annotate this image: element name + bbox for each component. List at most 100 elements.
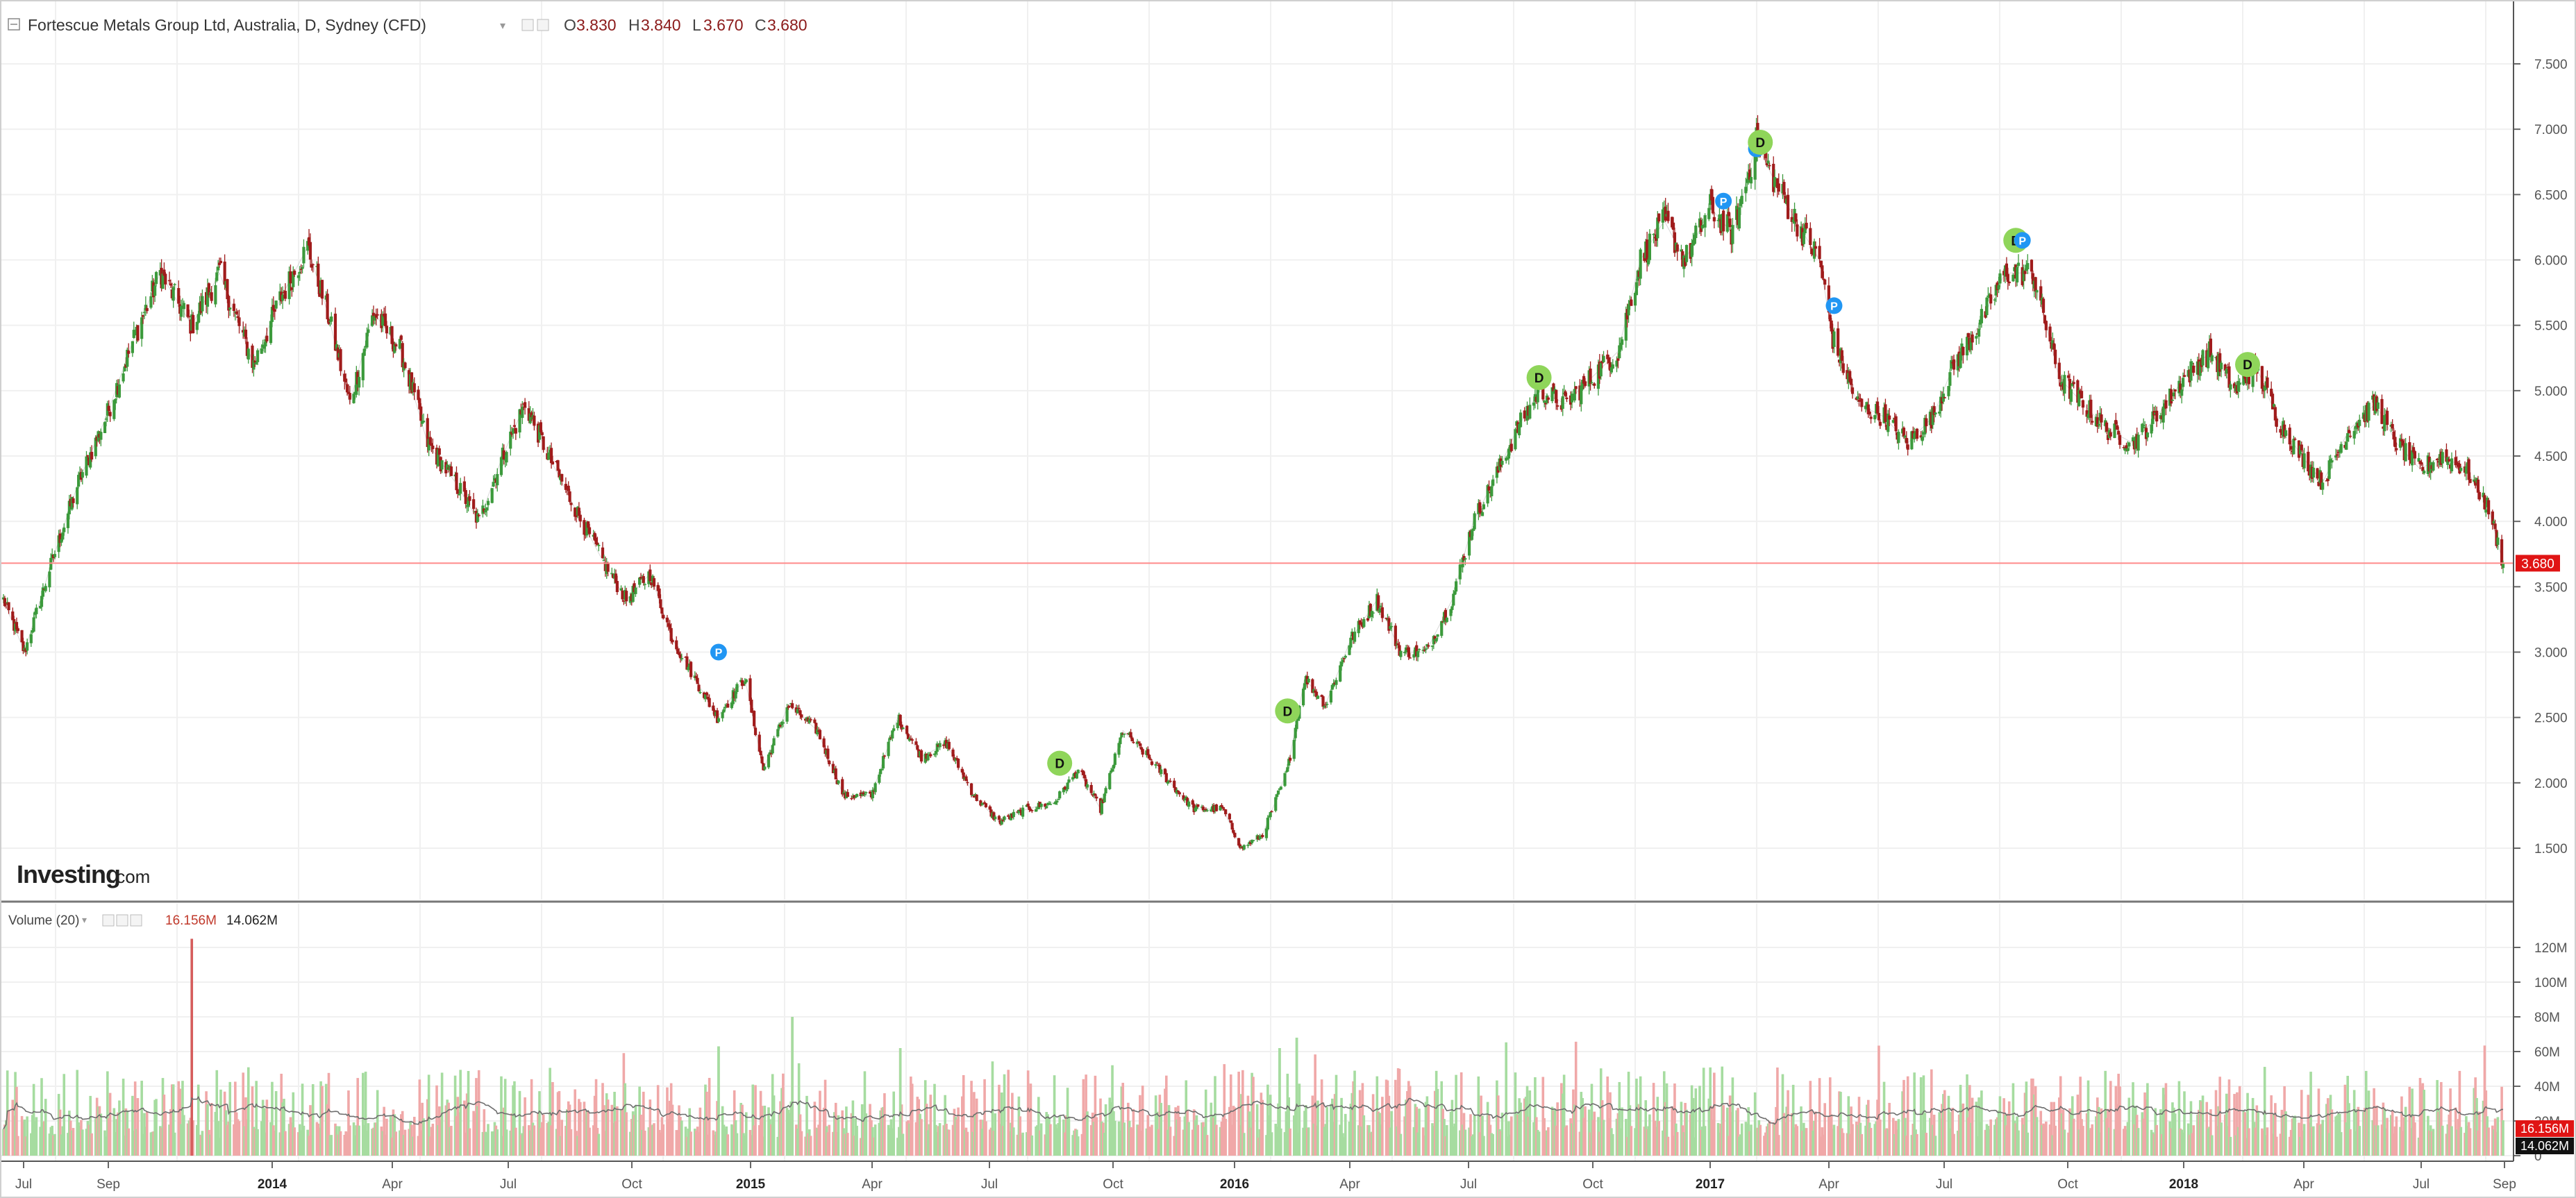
volume-bar[interactable] (782, 1073, 785, 1156)
volume-bar[interactable] (1543, 1117, 1546, 1156)
volume-bar[interactable] (797, 1063, 801, 1156)
candlestick[interactable] (1289, 754, 1292, 763)
volume-bar[interactable] (1810, 1109, 1814, 1156)
candlestick[interactable] (935, 741, 939, 756)
candlestick[interactable] (1523, 407, 1526, 422)
volume-bar[interactable] (362, 1124, 366, 1156)
volume-bar[interactable] (992, 1130, 996, 1156)
candlestick[interactable] (1564, 389, 1567, 398)
candlestick[interactable] (551, 455, 555, 465)
candlestick[interactable] (1894, 414, 1898, 435)
volume-bar[interactable] (450, 1125, 453, 1156)
volume-bar[interactable] (343, 1134, 346, 1156)
candlestick[interactable] (141, 314, 145, 324)
volume-bar[interactable] (481, 1131, 485, 1156)
candlestick[interactable] (2496, 532, 2500, 550)
volume-bar[interactable] (979, 1120, 982, 1156)
candlestick[interactable] (1777, 173, 1780, 195)
volume-bar[interactable] (2123, 1126, 2127, 1156)
volume-axis[interactable]: 120M100M80M60M40M20M0 (2514, 941, 2568, 1164)
volume-bar[interactable] (564, 1126, 567, 1156)
candlestick[interactable] (169, 279, 172, 289)
volume-bar[interactable] (2100, 1108, 2103, 1156)
candlestick[interactable] (210, 286, 213, 304)
candlestick[interactable] (2448, 456, 2451, 463)
candlestick[interactable] (1380, 602, 1384, 623)
volume-bar[interactable] (2409, 1128, 2413, 1156)
candlestick[interactable] (868, 790, 872, 794)
volume-bar[interactable] (587, 1111, 589, 1156)
volume-bar[interactable] (653, 1123, 655, 1156)
volume-bar[interactable] (1452, 1126, 1455, 1156)
volume-bar[interactable] (2017, 1130, 2020, 1156)
candlestick[interactable] (1048, 801, 1053, 805)
volume-bar[interactable] (962, 1074, 965, 1156)
volume-bar[interactable] (1182, 1129, 1185, 1156)
candlestick[interactable] (947, 739, 951, 751)
volume-bar[interactable] (1292, 1115, 1296, 1156)
volume-bar[interactable] (1892, 1117, 1895, 1156)
volume-bar[interactable] (324, 1083, 328, 1156)
volume-bar[interactable] (206, 1104, 209, 1156)
candlestick[interactable] (914, 738, 918, 745)
candlestick[interactable] (502, 444, 505, 465)
candlestick[interactable] (2272, 403, 2276, 408)
candlestick[interactable] (253, 356, 257, 367)
volume-bar[interactable] (1997, 1110, 2000, 1156)
volume-bar[interactable] (540, 1122, 544, 1156)
volume-bar[interactable] (1821, 1127, 1824, 1156)
candlestick[interactable] (791, 700, 794, 709)
volume-bar[interactable] (142, 1133, 144, 1156)
candlestick[interactable] (2022, 264, 2025, 289)
volume-bar[interactable] (14, 1072, 17, 1156)
volume-bar[interactable] (1132, 1108, 1135, 1156)
candlestick[interactable] (1130, 736, 1134, 742)
volume-bar[interactable] (447, 1102, 450, 1156)
candlestick[interactable] (871, 787, 874, 802)
volume-bar[interactable] (760, 1106, 764, 1156)
volume-bar[interactable] (953, 1108, 956, 1156)
candlestick[interactable] (2171, 399, 2175, 401)
volume-bar[interactable] (788, 1113, 792, 1156)
volume-bar[interactable] (1414, 1104, 1417, 1156)
volume-bar[interactable] (253, 1128, 257, 1156)
candlestick[interactable] (1276, 790, 1280, 795)
volume-bar[interactable] (1021, 1132, 1024, 1156)
volume-bar[interactable] (352, 1122, 356, 1156)
candlestick[interactable] (1666, 203, 1670, 223)
volume-bar[interactable] (2293, 1115, 2297, 1156)
volume-bar[interactable] (67, 1133, 69, 1156)
volume-bar[interactable] (634, 1106, 637, 1156)
volume-bar[interactable] (344, 1131, 347, 1156)
volume-bar[interactable] (1305, 1105, 1307, 1156)
candlestick[interactable] (1980, 304, 1983, 328)
volume-bar[interactable] (2117, 1073, 2120, 1156)
candlestick[interactable] (2116, 421, 2119, 430)
candlestick[interactable] (659, 594, 662, 609)
volume-bar[interactable] (1062, 1119, 1065, 1156)
volume-bar[interactable] (173, 1132, 176, 1156)
volume-bar[interactable] (1212, 1117, 1215, 1156)
volume-bar[interactable] (1478, 1132, 1482, 1156)
volume-bar[interactable] (2389, 1115, 2393, 1156)
candlestick[interactable] (587, 523, 592, 538)
candlestick[interactable] (1837, 321, 1840, 358)
volume-bar[interactable] (779, 1101, 782, 1156)
volume-bar[interactable] (1887, 1129, 1890, 1156)
candlestick[interactable] (1341, 657, 1345, 664)
volume-bar[interactable] (1435, 1070, 1438, 1156)
volume-bar[interactable] (1913, 1072, 1916, 1156)
candlestick[interactable] (2012, 273, 2015, 282)
candlestick[interactable] (1362, 617, 1366, 628)
volume-bar[interactable] (1787, 1090, 1789, 1156)
volume-bar[interactable] (227, 1121, 231, 1156)
volume-bar[interactable] (381, 1131, 385, 1156)
volume-bar[interactable] (1325, 1106, 1329, 1156)
volume-bar[interactable] (2180, 1129, 2183, 1156)
candlestick[interactable] (2352, 427, 2356, 445)
volume-bar[interactable] (2200, 1101, 2203, 1156)
volume-bar[interactable] (2032, 1078, 2034, 1156)
dividend-marker[interactable]: D (1526, 365, 1552, 390)
volume-bar[interactable] (1191, 1129, 1194, 1156)
volume-bar[interactable] (472, 1111, 475, 1156)
